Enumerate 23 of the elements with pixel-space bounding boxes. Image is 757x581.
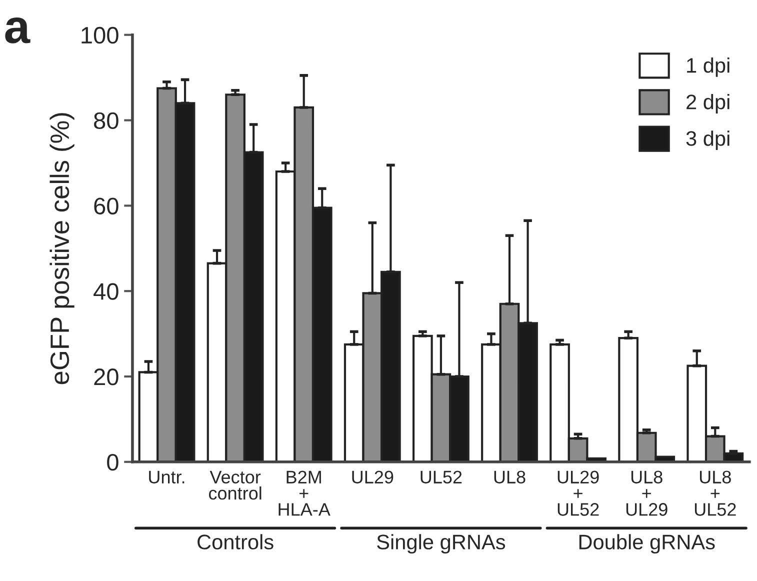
y-tick-label: 100	[82, 26, 118, 44]
text: Double gRNAs	[579, 534, 715, 554]
x-tick-label: UL29 + UL52	[558, 470, 599, 516]
legend-label: 3 dpi	[686, 130, 730, 150]
x-tick-label: UL52	[420, 470, 462, 484]
y-tick-label: 60	[94, 198, 118, 214]
text: a	[5, 18, 30, 44]
y-axis-title: eGFP positive cells (%)	[50, 113, 74, 384]
x-tick-label: Untr.	[149, 470, 184, 484]
text: Single gRNAs	[377, 534, 506, 554]
legend-label: 2 dpi	[686, 94, 730, 114]
x-tick-label: UL8 + UL52	[694, 470, 736, 516]
legend-label: 1 dpi	[687, 57, 730, 77]
y-tick-label: 20	[94, 368, 118, 386]
x-tick-label: B2M + HLA-A	[278, 470, 330, 516]
x-tick-label: UL8 + UL29	[626, 470, 668, 516]
y-tick-label: 40	[94, 283, 118, 300]
y-tick-label: 0	[107, 454, 118, 471]
text: Controls	[198, 534, 274, 550]
x-tick-label: UL8	[494, 470, 526, 484]
x-tick-label: UL29	[352, 470, 394, 484]
y-tick-label: 80	[94, 112, 118, 130]
x-tick-label: Vector control	[208, 470, 262, 500]
